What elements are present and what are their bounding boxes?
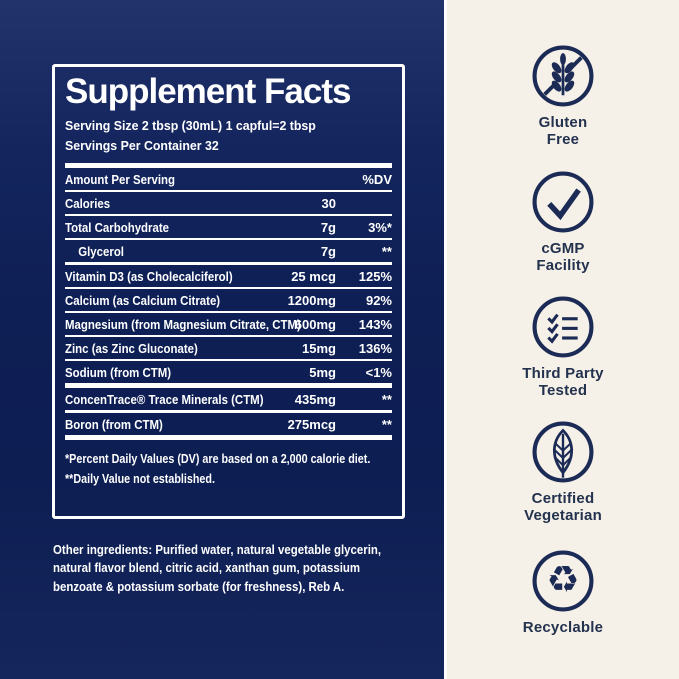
nutrient-amount: 7g bbox=[320, 220, 336, 236]
nutrient-dv: 92% bbox=[365, 293, 392, 309]
nutrient-name: Calcium (as Calcium Citrate) bbox=[65, 293, 221, 309]
badge-label: Third Party Tested bbox=[522, 365, 604, 399]
nutrient-amount: 600mg bbox=[294, 317, 336, 333]
serving-size-line: Serving Size 2 tbsp (30mL) 1 capful=2 tb… bbox=[65, 118, 316, 134]
nutrient-dv: <1% bbox=[365, 365, 392, 381]
badge-recyclable: ♻ Recyclable bbox=[447, 548, 679, 637]
badge-third-party-tested: Third Party Tested bbox=[447, 294, 679, 400]
other-ingredients-text: Purified water, natural vegetable glycer… bbox=[53, 542, 382, 594]
badge-cgmp-facility: cGMP Facility bbox=[447, 169, 679, 275]
nutrient-name: ConcenTrace® Trace Minerals (CTM) bbox=[65, 392, 264, 408]
nutrient-name: Glycerol bbox=[78, 244, 124, 260]
badge-label: Recyclable bbox=[522, 619, 604, 636]
footnote-daily-values: *Percent Daily Values (DV) are based on … bbox=[65, 452, 371, 467]
supplement-facts-title: Supplement Facts bbox=[65, 72, 351, 111]
nutrient-amount: 25 mcg bbox=[291, 269, 336, 285]
nutrient-amount: 1200mg bbox=[287, 293, 336, 309]
nutrient-amount: 15mg bbox=[302, 341, 336, 357]
nutrient-dv: ** bbox=[381, 244, 392, 260]
checklist-icon bbox=[530, 294, 596, 360]
nutrient-dv: 136% bbox=[358, 341, 392, 357]
nutrient-name: Zinc (as Zinc Gluconate) bbox=[65, 341, 198, 357]
nutrient-dv: 3%* bbox=[368, 220, 392, 236]
nutrient-amount: 5mg bbox=[309, 365, 336, 381]
amount-per-serving-header: Amount Per Serving bbox=[65, 172, 175, 188]
badge-label: Certified Vegetarian bbox=[524, 490, 602, 524]
facts-rows: Calories 30 Total Carbohydrate 7g 3%* Gl… bbox=[65, 192, 392, 441]
other-ingredients-label: Other ingredients: bbox=[53, 542, 153, 557]
panel-divider bbox=[444, 0, 447, 679]
nutrient-dv: 125% bbox=[358, 269, 392, 285]
recycle-icon: ♻ bbox=[530, 548, 596, 614]
badge-label: Gluten Free bbox=[538, 114, 588, 148]
nutrient-name: Total Carbohydrate bbox=[65, 220, 170, 236]
table-row: Calcium (as Calcium Citrate) 1200mg 92% bbox=[65, 289, 392, 314]
badge-gluten-free: Gluten Free bbox=[447, 43, 679, 149]
table-row: Calories 30 bbox=[65, 192, 392, 217]
nutrient-name: Vitamin D3 (as Cholecalciferol) bbox=[65, 269, 233, 285]
other-ingredients: Other ingredients: Purified water, natur… bbox=[53, 541, 412, 596]
nutrient-dv: ** bbox=[381, 392, 392, 408]
certification-badges: Gluten Free cGMP Facility bbox=[447, 0, 679, 679]
servings-per-container-line: Servings Per Container 32 bbox=[65, 138, 219, 154]
nutrient-amount: 30 bbox=[321, 196, 336, 212]
nutrient-dv: 143% bbox=[358, 317, 392, 333]
table-row: ConcenTrace® Trace Minerals (CTM) 435mg … bbox=[65, 388, 392, 414]
table-row: Zinc (as Zinc Gluconate) 15mg 136% bbox=[65, 337, 392, 362]
table-row: Sodium (from CTM) 5mg <1% bbox=[65, 361, 392, 389]
nutrient-dv: ** bbox=[381, 417, 392, 433]
dv-header: %DV bbox=[362, 172, 392, 188]
nutrient-amount: 275mcg bbox=[287, 417, 336, 433]
table-row: Boron (from CTM) 275mcg ** bbox=[65, 413, 392, 441]
table-row: Magnesium (from Magnesium Citrate, CTM) … bbox=[65, 313, 392, 338]
nutrient-amount: 7g bbox=[320, 244, 336, 260]
nutrient-name: Boron (from CTM) bbox=[65, 417, 163, 433]
table-row: Vitamin D3 (as Cholecalciferol) 25 mcg 1… bbox=[65, 265, 392, 290]
footnote-not-established: **Daily Value not established. bbox=[65, 472, 215, 487]
nutrient-name: Sodium (from CTM) bbox=[65, 365, 172, 381]
badge-label: cGMP Facility bbox=[536, 240, 590, 274]
nutrient-name: Magnesium (from Magnesium Citrate, CTM) bbox=[65, 317, 301, 333]
nutrient-name: Calories bbox=[65, 196, 111, 212]
supplement-facts-box: Supplement Facts Serving Size 2 tbsp (30… bbox=[52, 64, 405, 519]
leaf-icon bbox=[530, 419, 596, 485]
gluten-free-icon bbox=[530, 43, 596, 109]
table-row: Total Carbohydrate 7g 3%* bbox=[65, 216, 392, 241]
checkmark-icon bbox=[530, 169, 596, 235]
thick-divider-bar bbox=[65, 163, 392, 169]
nutrient-amount: 435mg bbox=[294, 392, 336, 408]
badge-certified-vegetarian: Certified Vegetarian bbox=[447, 419, 679, 525]
label-background-panel bbox=[0, 0, 444, 679]
table-header-row: Amount Per Serving %DV bbox=[65, 168, 392, 193]
table-row: Glycerol 7g ** bbox=[65, 240, 392, 266]
footnotes: *Percent Daily Values (DV) are based on … bbox=[65, 449, 392, 489]
